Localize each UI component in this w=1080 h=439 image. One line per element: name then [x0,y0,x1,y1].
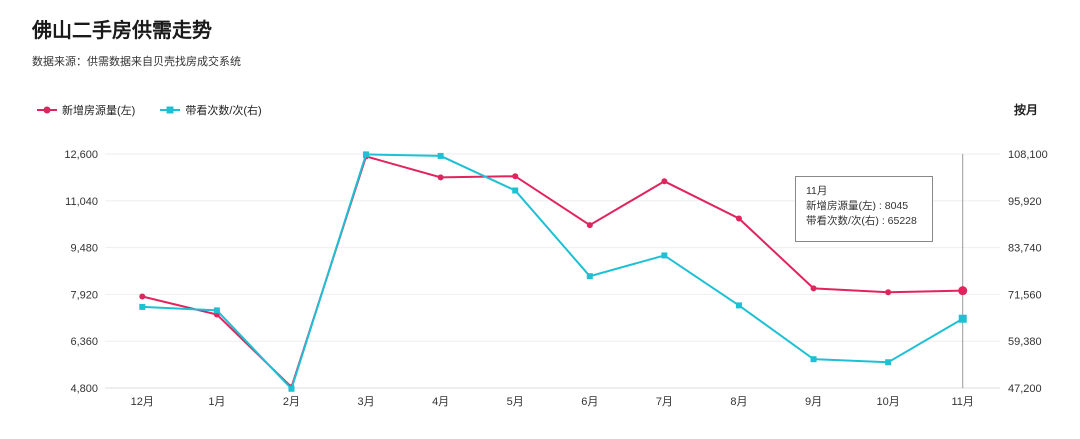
data-point-circle [810,285,817,292]
data-point-square [437,152,444,159]
x-tick-label: 5月 [507,396,524,408]
tooltip-line-right: 带看次数/次(右) : 65228 [806,215,917,227]
data-point-circle [586,222,593,229]
y-tick-label-right: 71,560 [1008,289,1042,301]
data-point-circle [437,174,444,181]
series-line-right [142,153,964,391]
data-point-square [885,359,892,366]
legend-item-right[interactable]: 带看次数/次(右) [159,102,262,118]
data-point-circle [885,289,892,296]
y-tick-label-left: 6,360 [70,336,98,348]
data-point-circle [139,293,146,300]
x-tick-label: 1月 [208,396,225,408]
y-tick-label-left: 9,480 [70,243,98,255]
x-tick-label: 6月 [581,396,598,408]
x-tick-label: 9月 [805,396,822,408]
legend-square-marker-icon [160,106,181,114]
x-tick-label: 3月 [357,396,374,408]
tooltip-line-left: 新增房源量(左) : 8045 [806,200,909,212]
y-tick-label-left: 7,920 [70,289,98,301]
data-point-square [512,187,519,194]
chart-subtitle: 数据来源：供需数据来自贝壳找房成交系统 [32,56,241,68]
data-point-circle [958,286,968,296]
legend-circle-marker-icon [37,106,57,114]
legend: 新增房源量(左) 带看次数/次(右) [36,102,262,118]
data-point-square [661,252,668,259]
x-tick-label: 2月 [283,396,300,408]
y-tick-label-right: 83,740 [1008,243,1042,255]
data-point-square [139,303,146,310]
y-tick-label-left: 4,800 [70,383,98,395]
data-point-square [810,356,817,363]
period-selector[interactable]: 按月 [1013,103,1038,117]
data-point-square [735,302,742,309]
data-point-square [288,385,295,392]
x-tick-label: 11月 [951,396,973,408]
x-tick-label: 4月 [432,396,449,408]
x-tick-label: 10月 [877,396,900,408]
data-point-circle [512,173,519,180]
y-tick-label-left: 12,600 [64,149,98,161]
legend-label-left: 新增房源量(左) [62,105,136,117]
data-point-square [213,307,220,314]
legend-item-left[interactable]: 新增房源量(左) [36,102,135,118]
y-tick-label-left: 11,040 [65,196,98,208]
data-point-square [958,314,967,323]
data-point-square [363,151,370,158]
x-tick-label: 12月 [131,396,154,408]
x-tick-label: 7月 [656,396,673,408]
data-point-square [586,273,593,280]
data-point-circle [735,215,742,222]
tooltip-title: 11月 [806,185,828,197]
data-point-circle [661,178,668,185]
y-tick-label-right: 47,200 [1008,383,1042,395]
legend-label-right: 带看次数/次(右) [185,105,262,117]
tooltip: 11月 新增房源量(左) : 8045 带看次数/次(右) : 65228 [795,176,933,242]
y-tick-label-right: 108,100 [1008,149,1048,161]
x-tick-label: 8月 [730,396,747,408]
y-tick-label-right: 95,920 [1008,196,1042,208]
chart-title: 佛山二手房供需走势 [32,20,212,42]
y-tick-label-right: 59,380 [1008,336,1042,348]
